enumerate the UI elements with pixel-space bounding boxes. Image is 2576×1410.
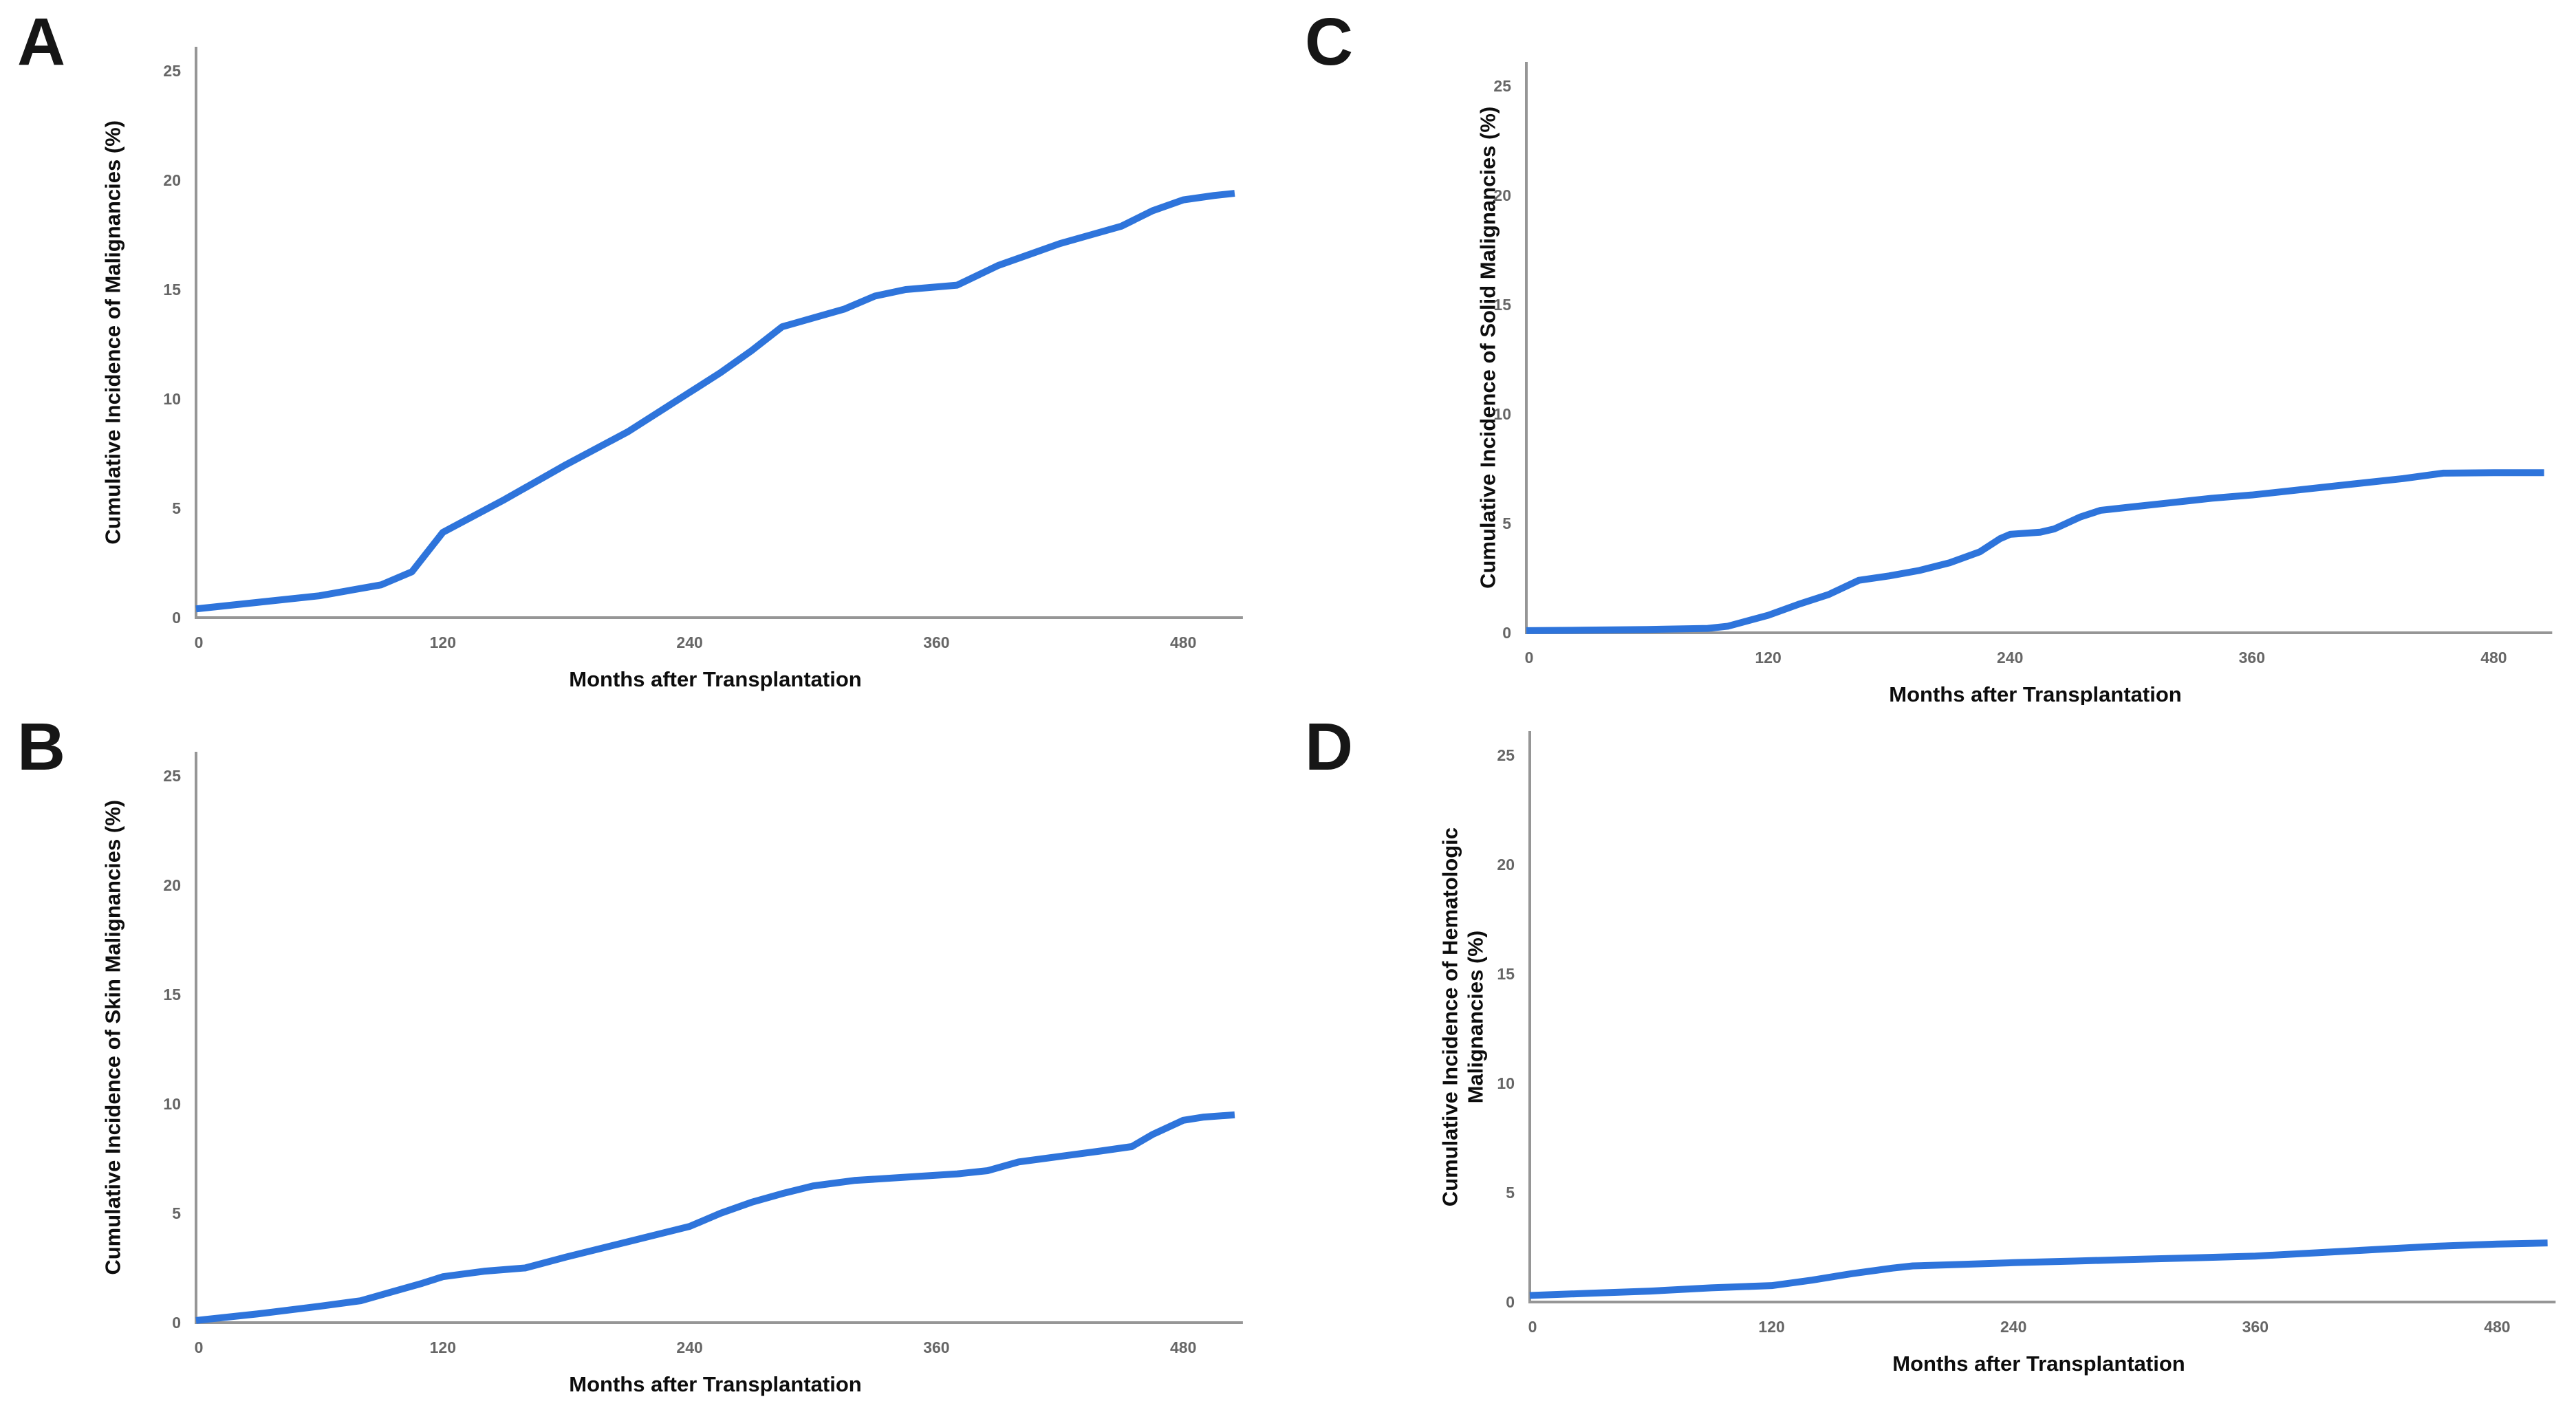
x-tick-label: 0 [1528,1318,1537,1336]
y-tick-label: 20 [1497,856,1515,874]
x-tick-label: 0 [195,1338,204,1356]
y-tick-label: 10 [1493,405,1511,423]
x-tick-label: 360 [2239,649,2265,666]
cumulative-incidence-line [1526,469,2544,634]
x-tick-label: 480 [2484,1318,2510,1336]
panel-d: D Cumulative Incidence of Hematologic Ma… [1288,705,2576,1410]
y-tick-label: 10 [163,390,181,408]
x-tick-label: 360 [2242,1318,2269,1336]
x-tick-label: 240 [2000,1318,2026,1336]
y-tick-label: 0 [172,1314,181,1332]
y-tick-label: 5 [1502,514,1511,532]
panel-c: C Cumulative Incidence of Solid Malignan… [1288,0,2576,706]
cumulative-incidence-line [195,1111,1235,1324]
y-tick-label: 25 [1493,77,1511,95]
panel-a-x-axis-title: Months after Transplantation [569,667,862,691]
x-tick-label: 0 [195,633,204,651]
panel-b: B Cumulative Incidence of Skin Malignanc… [0,705,1288,1410]
x-tick-label: 0 [1525,649,1534,666]
y-tick-label: 20 [163,876,181,894]
y-tick-label: 25 [163,767,181,785]
x-tick-label: 480 [2480,649,2507,666]
x-tick-label: 120 [1755,649,1781,666]
y-tick-label: 20 [163,171,181,189]
panel-b-plot: 0 5 10 15 20 25 0 120 240 360 480 [163,752,1243,1356]
panel-c-plot: 0 5 10 15 20 25 0 120 240 360 480 [1493,62,2553,666]
y-tick-label: 5 [172,1204,181,1222]
panel-b-x-axis-title: Months after Transplantation [569,1372,862,1396]
x-tick-label: 360 [923,1338,949,1356]
x-tick-label: 360 [923,633,949,651]
y-tick-label: 5 [1506,1184,1515,1202]
y-tick-label: 0 [1506,1293,1515,1311]
y-tick-label: 0 [172,609,181,627]
y-tick-label: 10 [163,1095,181,1113]
cumulative-incidence-line [195,190,1235,613]
y-tick-label: 25 [1497,746,1515,764]
x-tick-label: 120 [1758,1318,1784,1336]
y-tick-label: 15 [1493,296,1511,314]
x-tick-label: 120 [430,633,456,651]
x-tick-label: 240 [676,1338,702,1356]
panel-a-letter: A [17,4,67,79]
panel-c-x-axis-title: Months after Transplantation [1889,682,2182,706]
y-tick-label: 20 [1493,186,1511,204]
y-tick-label: 10 [1497,1074,1515,1092]
y-tick-label: 15 [163,986,181,1004]
y-tick-label: 0 [1502,624,1511,642]
x-tick-label: 120 [430,1338,456,1356]
y-tick-label: 15 [163,281,181,299]
x-tick-label: 240 [676,633,702,651]
x-tick-label: 480 [1170,1338,1196,1356]
panel-c-letter: C [1305,4,1354,79]
panel-d-x-axis-title: Months after Transplantation [1892,1352,2185,1376]
cumulative-incidence-line [1529,1239,2548,1299]
panel-d-plot: 0 5 10 15 20 25 0 120 240 360 480 [1497,731,2556,1336]
y-tick-label: 15 [1497,965,1515,983]
y-tick-label: 5 [172,499,181,517]
panel-d-letter: D [1305,709,1354,784]
panel-b-letter: B [17,709,67,784]
x-tick-label: 480 [1170,633,1196,651]
x-tick-label: 240 [1997,649,2023,666]
y-tick-label: 25 [163,62,181,80]
panel-a: A Cumulative Incidence of Malignancies (… [0,0,1288,705]
panel-a-plot: 0 5 10 15 20 25 0 120 240 360 480 [163,47,1243,651]
